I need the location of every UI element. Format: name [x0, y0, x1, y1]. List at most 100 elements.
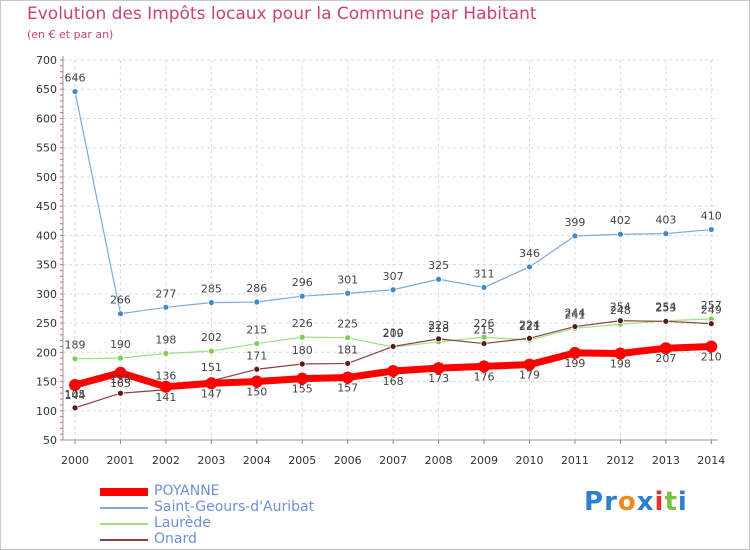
point-onard — [298, 360, 306, 368]
data-label-onard: 253 — [655, 301, 676, 314]
chart-title: Evolution des Impôts locaux pour la Comm… — [27, 4, 537, 24]
point-saint-geours-d-auribat — [298, 292, 306, 300]
point-laur-de — [207, 347, 215, 355]
data-label-saint-geours-d-auribat: 399 — [564, 216, 585, 229]
data-label-onard: 215 — [474, 324, 495, 337]
data-label-saint-geours-d-auribat: 277 — [155, 287, 176, 300]
legend-swatch-laurede — [100, 523, 148, 525]
x-tick-label: 2005 — [288, 454, 316, 467]
data-label-poyanne: 179 — [519, 369, 540, 382]
y-tick-label: 450 — [36, 200, 57, 213]
point-poyanne — [159, 380, 172, 393]
chart-data-labels: 144 165 141 147 150 155 157 168 173 176 179 199 198 2… — [65, 72, 722, 404]
point-poyanne — [478, 360, 491, 373]
data-label-onard: 181 — [337, 343, 358, 356]
logo-letter: r — [604, 487, 618, 517]
x-tick-label: 2010 — [516, 454, 544, 467]
x-tick-label: 2012 — [606, 454, 634, 467]
data-label-laur-de: 190 — [110, 338, 131, 351]
x-tick-label: 2000 — [61, 454, 89, 467]
point-saint-geours-d-auribat — [435, 275, 443, 283]
legend-swatch-poyanne — [100, 488, 148, 496]
logo-letter: i — [654, 487, 665, 517]
point-onard — [117, 389, 124, 397]
data-label-laur-de: 218 — [428, 322, 449, 335]
logo-letter: i — [677, 487, 688, 517]
data-label-laur-de: 226 — [474, 317, 495, 330]
data-label-poyanne: 198 — [610, 357, 631, 370]
data-label-saint-geours-d-auribat: 311 — [474, 267, 495, 280]
data-label-laur-de: 257 — [701, 299, 722, 312]
data-label-laur-de: 202 — [201, 331, 222, 344]
point-saint-geours-d-auribat — [389, 286, 397, 294]
y-tick-label: 500 — [36, 171, 57, 184]
data-label-saint-geours-d-auribat: 301 — [337, 273, 358, 286]
x-tick-label: 2014 — [697, 454, 725, 467]
point-saint-geours-d-auribat — [617, 230, 624, 238]
y-tick-label: 300 — [36, 288, 57, 301]
data-label-poyanne: 147 — [201, 387, 222, 400]
point-saint-geours-d-auribat — [662, 230, 670, 238]
data-label-laur-de: 209 — [383, 327, 404, 340]
data-label-laur-de: 254 — [655, 301, 676, 314]
point-saint-geours-d-auribat — [480, 284, 488, 291]
legend-item-laurede: Laurède — [100, 515, 400, 532]
point-poyanne — [341, 371, 354, 384]
legend-label-onard: Onard — [154, 531, 197, 547]
point-laur-de — [344, 334, 352, 342]
data-label-saint-geours-d-auribat: 266 — [110, 294, 131, 307]
x-tick-label: 2006 — [334, 454, 362, 467]
x-tick-label: 2007 — [379, 454, 407, 467]
data-label-onard: 151 — [201, 361, 222, 374]
point-saint-geours-d-auribat — [71, 88, 79, 95]
chart-axes — [60, 56, 718, 444]
data-label-poyanne: 199 — [564, 357, 585, 370]
point-saint-geours-d-auribat — [253, 298, 261, 306]
point-saint-geours-d-auribat — [707, 226, 715, 233]
data-label-laur-de: 198 — [155, 333, 176, 346]
y-tick-label: 650 — [36, 83, 57, 96]
data-label-saint-geours-d-auribat: 307 — [383, 270, 404, 283]
point-poyanne — [523, 358, 536, 371]
data-label-poyanne: 150 — [246, 386, 267, 399]
data-label-poyanne: 165 — [110, 377, 131, 390]
point-saint-geours-d-auribat — [526, 263, 533, 271]
point-laur-de — [117, 354, 124, 362]
y-tick-label: 700 — [36, 54, 57, 67]
proxiti-logo: Proxiti — [584, 487, 688, 517]
chart-subtitle: (en € et par an) — [27, 28, 114, 41]
point-onard — [526, 334, 533, 342]
point-onard — [435, 335, 443, 343]
data-label-poyanne: 155 — [292, 383, 313, 396]
point-poyanne — [659, 342, 672, 355]
y-tick-label: 250 — [36, 317, 57, 330]
legend-swatch-onard — [100, 539, 148, 541]
point-saint-geours-d-auribat — [571, 232, 579, 240]
legend-swatch-saint-geours — [100, 507, 148, 509]
point-poyanne — [69, 379, 81, 392]
data-label-laur-de: 215 — [246, 324, 267, 337]
point-poyanne — [614, 347, 627, 360]
chart-ticks: 50 100 150 200 250 300 350 400 450 500 550 600 650 70… — [36, 54, 725, 467]
data-label-saint-geours-d-auribat: 403 — [655, 214, 676, 227]
chart-grid — [63, 59, 718, 441]
legend-label-saint-geours: Saint-Geours-d'Auribat — [154, 499, 315, 515]
point-laur-de — [71, 355, 79, 363]
data-label-poyanne: 168 — [383, 375, 404, 388]
data-label-saint-geours-d-auribat: 285 — [201, 283, 222, 296]
x-tick-label: 2004 — [243, 454, 271, 467]
legend-item-poyanne: POYANNE — [100, 483, 400, 500]
point-saint-geours-d-auribat — [207, 299, 215, 307]
data-label-onard: 254 — [610, 301, 631, 314]
point-poyanne — [432, 362, 445, 375]
data-label-saint-geours-d-auribat: 296 — [292, 276, 313, 289]
data-label-poyanne: 157 — [337, 381, 358, 394]
data-label-poyanne: 144 — [65, 389, 86, 402]
point-onard — [662, 317, 670, 325]
y-tick-label: 600 — [36, 112, 57, 125]
point-laur-de — [253, 340, 261, 347]
data-label-saint-geours-d-auribat: 402 — [610, 214, 631, 227]
data-label-saint-geours-d-auribat: 286 — [246, 282, 267, 295]
